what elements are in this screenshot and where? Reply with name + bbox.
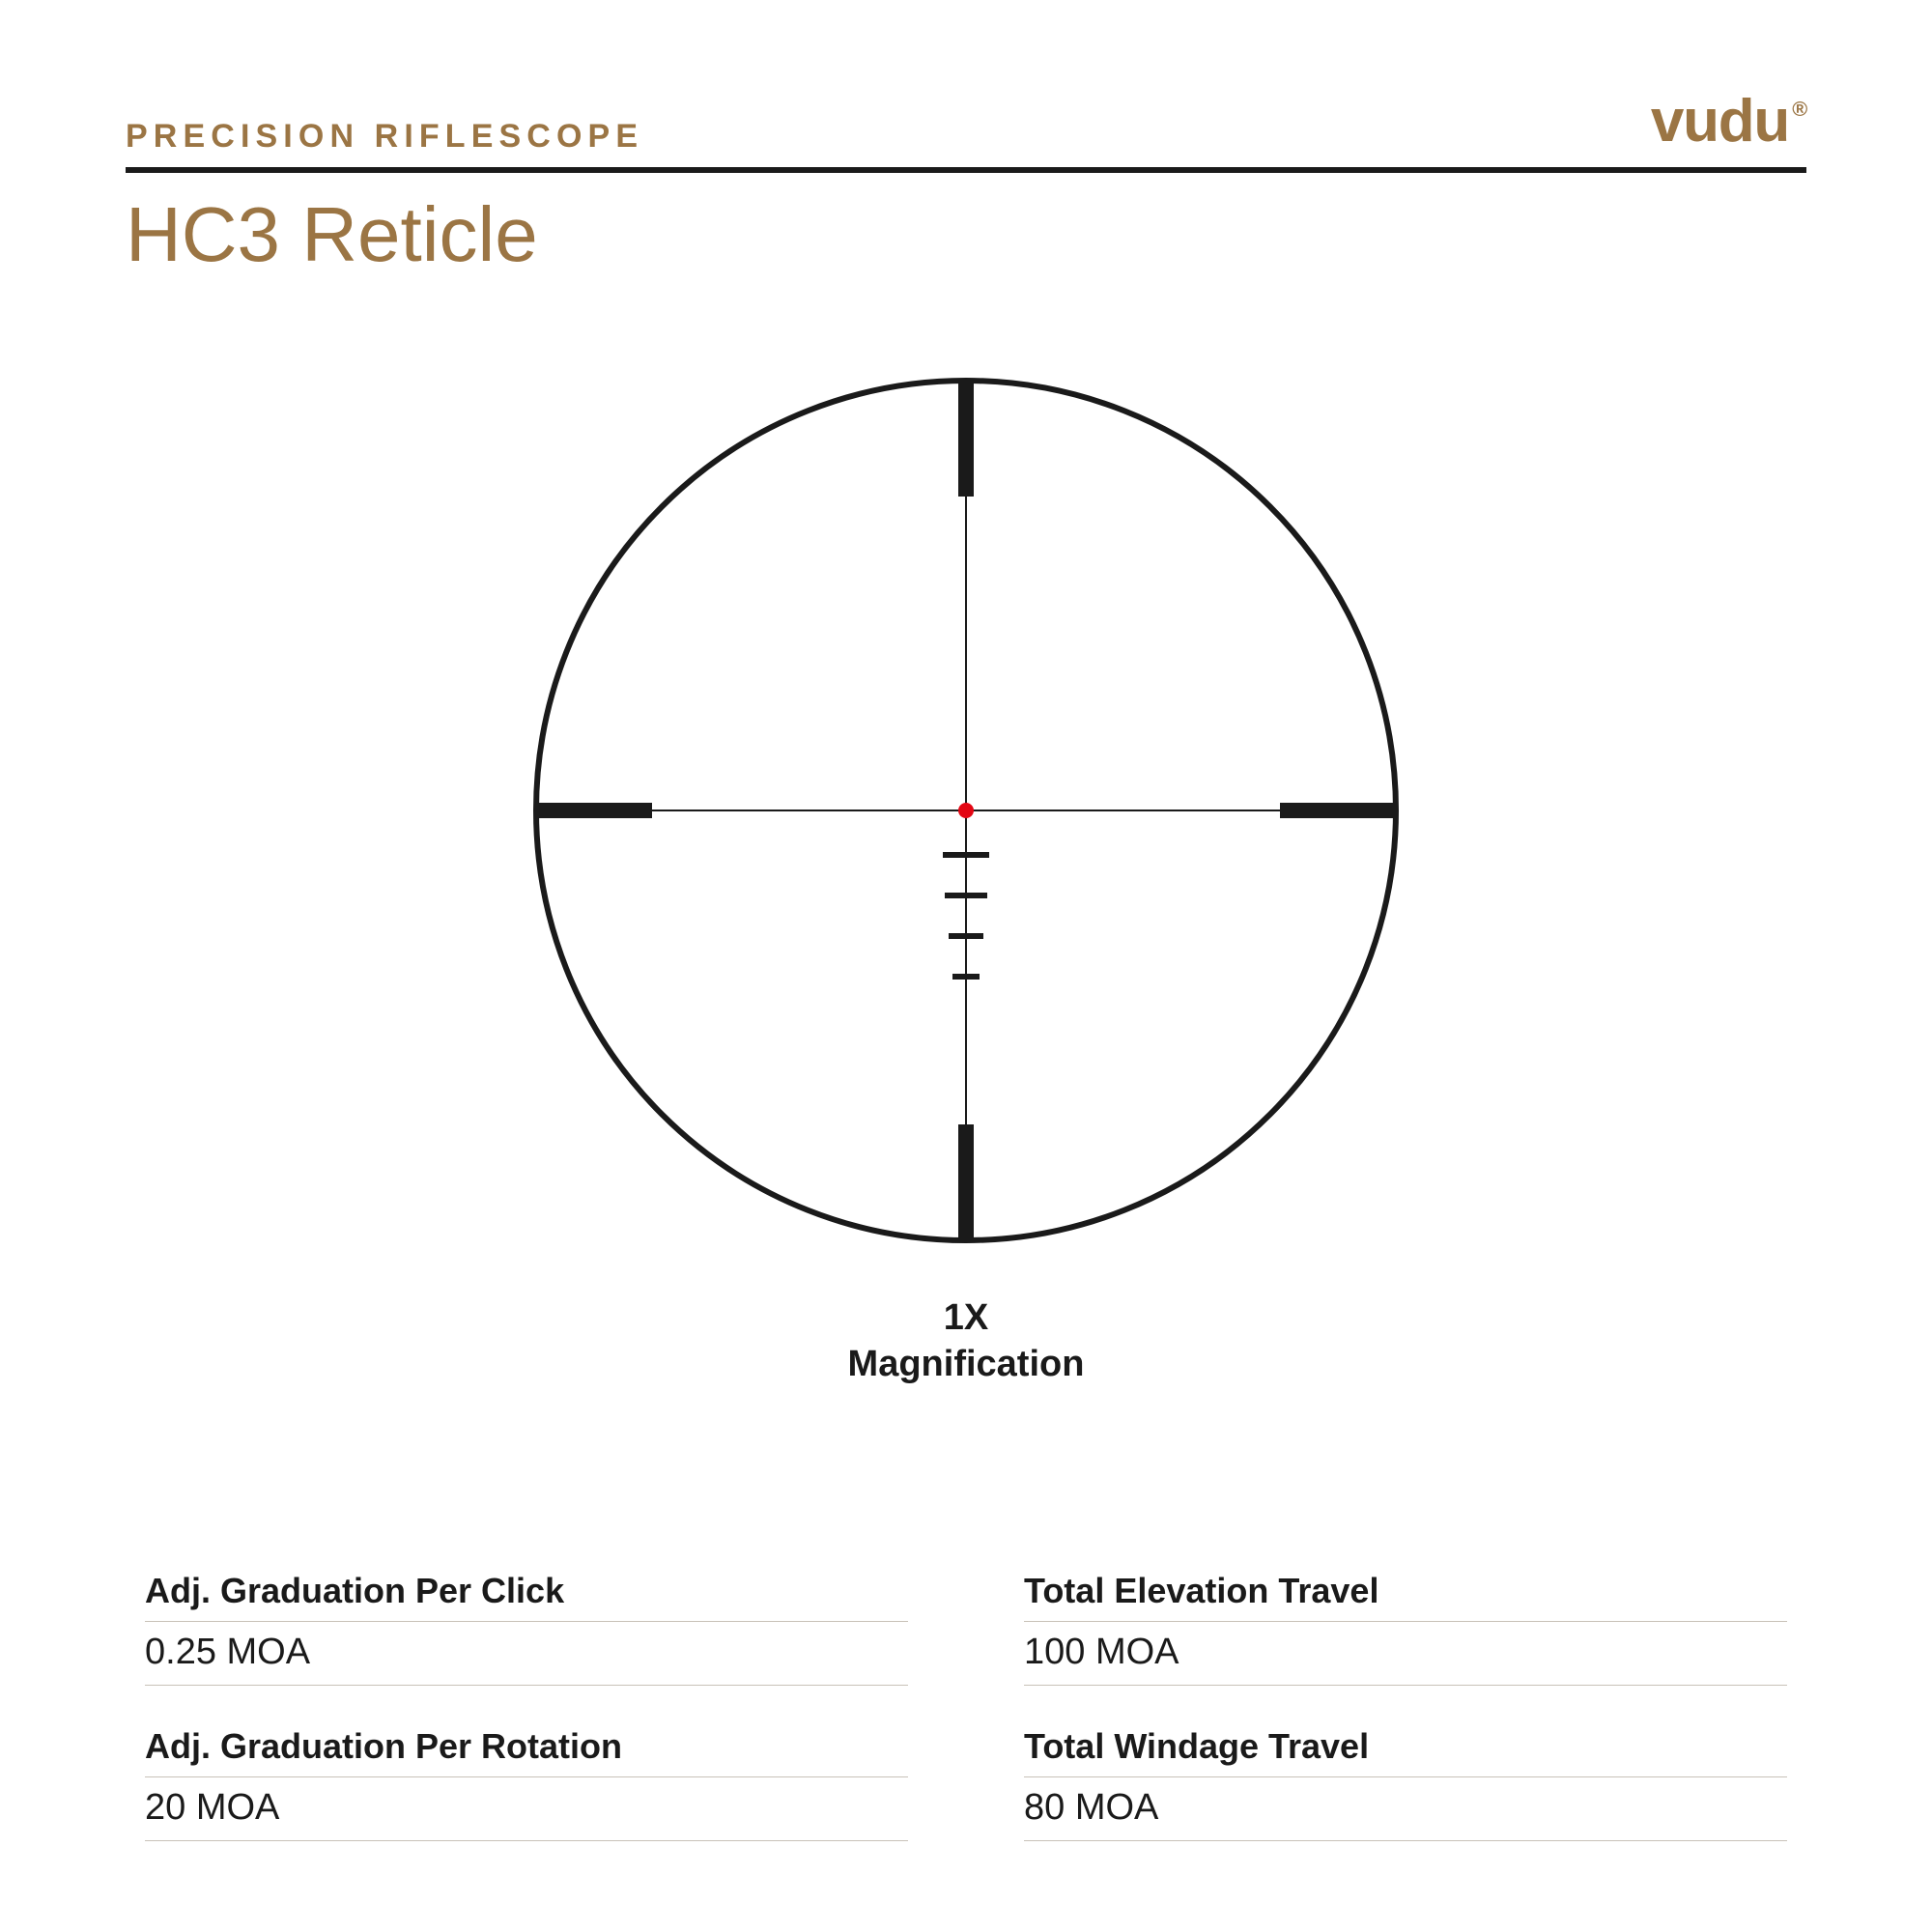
spec-divider	[145, 1685, 908, 1686]
spec-value: 0.25 MOA	[145, 1622, 908, 1685]
spec-divider	[145, 1840, 908, 1841]
magnification-word: Magnification	[848, 1342, 1085, 1388]
magnification-value: 1X	[848, 1295, 1085, 1342]
spec-item: Total Windage Travel80 MOA	[1024, 1726, 1787, 1841]
spec-value: 100 MOA	[1024, 1622, 1787, 1685]
spec-divider	[1024, 1685, 1787, 1686]
spec-label: Adj. Graduation Per Rotation	[145, 1726, 908, 1776]
brand-logo: vudu®	[1651, 87, 1806, 156]
specs-grid: Adj. Graduation Per Click0.25 MOA Total E…	[126, 1571, 1806, 1841]
spec-divider	[1024, 1840, 1787, 1841]
spec-label: Total Elevation Travel	[1024, 1571, 1787, 1621]
reticle-diagram	[502, 347, 1430, 1274]
spec-item: Adj. Graduation Per Click0.25 MOA	[145, 1571, 908, 1686]
spec-label: Adj. Graduation Per Click	[145, 1571, 908, 1621]
registered-mark: ®	[1792, 97, 1806, 122]
spec-label: Total Windage Travel	[1024, 1726, 1787, 1776]
reticle-figure: 1X Magnification	[126, 347, 1806, 1387]
spec-value: 80 MOA	[1024, 1777, 1787, 1840]
spec-value: 20 MOA	[145, 1777, 908, 1840]
page-title: HC3 Reticle	[126, 190, 1806, 279]
spec-item: Total Elevation Travel100 MOA	[1024, 1571, 1787, 1686]
brand-text: vudu	[1651, 87, 1789, 156]
magnification-label: 1X Magnification	[848, 1295, 1085, 1387]
category-label: PRECISION RIFLESCOPE	[126, 118, 643, 156]
spec-item: Adj. Graduation Per Rotation20 MOA	[145, 1726, 908, 1841]
header: PRECISION RIFLESCOPE vudu®	[126, 87, 1806, 173]
